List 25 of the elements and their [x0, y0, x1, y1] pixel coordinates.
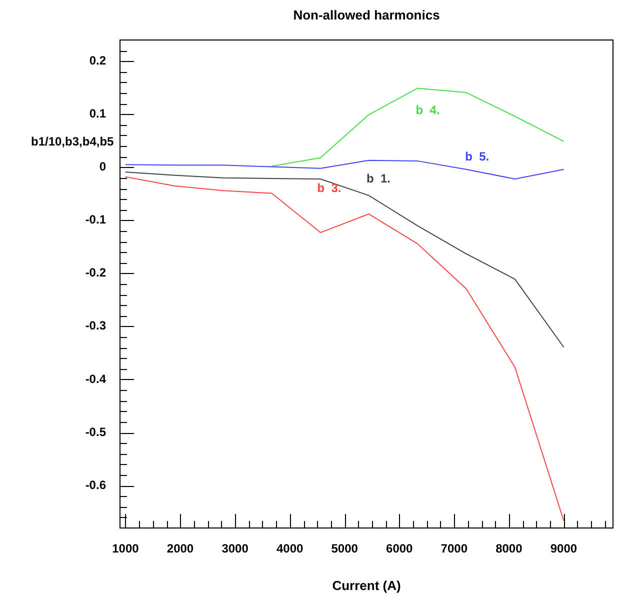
x-axis-title: Current (A)	[332, 578, 401, 593]
x-tick-label: 1000	[112, 542, 140, 556]
x-tick-label: 5000	[331, 542, 358, 556]
series-label: b 5.	[465, 149, 490, 164]
chart-title: Non-allowed harmonics	[293, 8, 440, 23]
y-axis-title: b1/10,b3,b4,b5	[31, 134, 114, 148]
x-tick-label: 4000	[276, 542, 304, 556]
x-tick-label: 6000	[386, 542, 414, 556]
text: b 3.	[317, 181, 342, 196]
y-tick-label: -0.6	[85, 478, 106, 492]
x-tick-label: 2000	[166, 542, 194, 556]
series-label: b 4.	[416, 103, 440, 118]
x-tick-label: 7000	[440, 542, 468, 556]
y-tick-label: -0.5	[85, 424, 106, 439]
x-tick-label: 8000	[496, 542, 523, 556]
y-tick-label: -0.2	[85, 266, 106, 280]
y-tick-label: 0	[99, 160, 106, 174]
y-tick-label: -0.4	[85, 372, 106, 386]
x-tick-label: 9000	[550, 542, 578, 556]
y-tick-label: 0.2	[89, 54, 106, 68]
y-tick-label: -0.1	[85, 212, 106, 227]
x-tick-label: 3000	[222, 542, 249, 556]
y-tick-label: 0.1	[89, 106, 106, 121]
y-tick-label: -0.3	[85, 318, 106, 333]
series-label: b 1.	[366, 171, 391, 186]
